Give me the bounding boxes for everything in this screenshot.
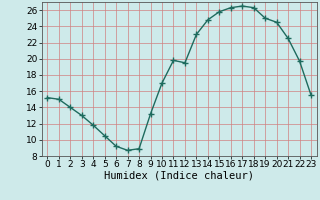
X-axis label: Humidex (Indice chaleur): Humidex (Indice chaleur) <box>104 171 254 181</box>
